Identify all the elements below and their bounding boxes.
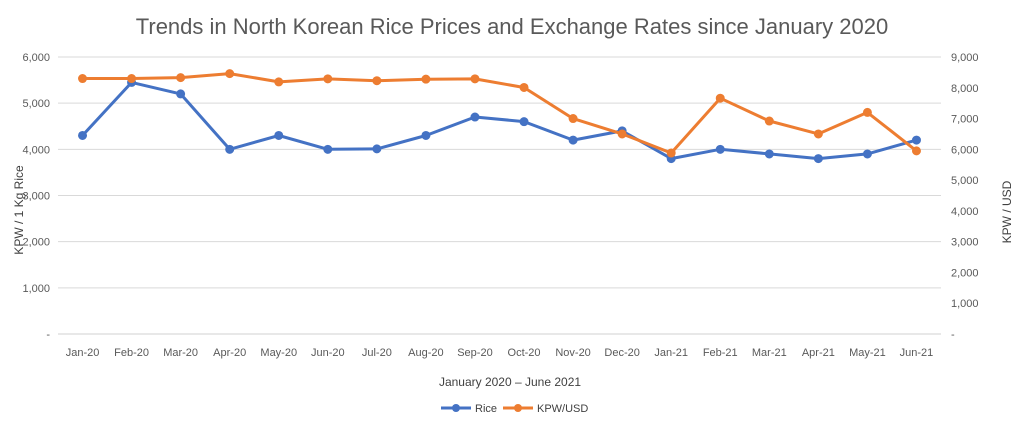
- data-point-kpw-usd: [813, 129, 823, 139]
- right-tick-label: 3,000: [951, 237, 979, 249]
- data-point-rice: [470, 112, 480, 122]
- left-tick-label: 2,000: [22, 237, 50, 249]
- data-point-rice: [911, 135, 921, 145]
- x-tick-label: Jun-20: [311, 347, 345, 359]
- x-tick-label: Oct-20: [508, 347, 541, 359]
- x-tick-label: Jul-20: [362, 347, 392, 359]
- data-point-rice: [862, 149, 872, 159]
- right-tick-label: 4,000: [951, 206, 979, 218]
- right-tick-label: 8,000: [951, 83, 979, 95]
- right-axis-title: KPW / USD: [1000, 180, 1014, 243]
- gridlines: [58, 56, 941, 335]
- legend-label-rice: Rice: [475, 403, 497, 415]
- left-axis-ticks: - 1,000 2,000 3,000 4,000 5,000 6,000: [22, 52, 50, 341]
- right-axis-ticks: - 1,000 2,000 3,000 4,000 5,000 6,000 7,000 8,00…: [951, 52, 979, 341]
- x-tick-label: Jan-21: [654, 347, 688, 359]
- left-axis-title: KPW / 1 Kg Rice: [12, 165, 26, 255]
- x-tick-label: Feb-20: [114, 347, 149, 359]
- data-point-kpw-usd: [176, 73, 186, 83]
- data-point-kpw-usd: [911, 146, 921, 156]
- x-tick-label: Nov-20: [555, 347, 590, 359]
- legend-marker-rice: [452, 404, 460, 412]
- series-rice: [78, 77, 921, 164]
- left-tick-label: 1,000: [22, 283, 50, 295]
- data-point-rice: [78, 130, 88, 140]
- data-point-kpw-usd: [519, 82, 529, 92]
- data-point-rice: [813, 154, 823, 164]
- series-layer: [78, 69, 921, 164]
- left-tick-label: -: [46, 329, 50, 341]
- data-point-kpw-usd: [78, 74, 88, 84]
- data-point-rice: [225, 144, 235, 154]
- x-axis-title: January 2020 – June 2021: [439, 375, 581, 389]
- x-tick-label: Feb-21: [703, 347, 738, 359]
- data-point-kpw-usd: [568, 114, 578, 124]
- series-kpw-usd: [78, 69, 921, 158]
- chart-title: Trends in North Korean Rice Prices and E…: [136, 14, 888, 39]
- left-tick-label: 6,000: [22, 52, 50, 64]
- right-tick-label: -: [951, 329, 955, 341]
- data-point-rice: [519, 117, 529, 127]
- right-tick-label: 5,000: [951, 175, 979, 187]
- x-axis-ticks: Jan-20 Feb-20 Mar-20 Apr-20 May-20 Jun-20 Jul-…: [66, 347, 934, 359]
- data-point-kpw-usd: [127, 74, 137, 84]
- right-tick-label: 1,000: [951, 298, 979, 310]
- data-point-rice: [764, 149, 774, 159]
- data-point-kpw-usd: [617, 129, 627, 139]
- data-point-rice: [176, 89, 186, 99]
- legend-marker-kpw-usd: [514, 404, 522, 412]
- data-point-kpw-usd: [323, 74, 333, 84]
- right-tick-label: 7,000: [951, 114, 979, 126]
- series-line-kpw-usd: [81, 72, 918, 155]
- data-point-kpw-usd: [470, 74, 480, 84]
- x-tick-label: Mar-20: [163, 347, 198, 359]
- data-point-kpw-usd: [274, 77, 284, 87]
- legend-item-kpw-usd: KPW/USD: [503, 403, 588, 415]
- legend-label-kpw-usd: KPW/USD: [537, 403, 588, 415]
- x-tick-label: Apr-21: [802, 347, 835, 359]
- data-point-kpw-usd: [421, 74, 431, 84]
- data-point-kpw-usd: [225, 69, 235, 79]
- right-tick-label: 2,000: [951, 267, 979, 279]
- legend: Rice KPW/USD: [441, 403, 588, 415]
- x-tick-label: Dec-20: [604, 347, 639, 359]
- data-point-kpw-usd: [372, 76, 382, 86]
- x-tick-label: May-20: [260, 347, 297, 359]
- data-point-rice: [274, 130, 284, 140]
- x-tick-label: Sep-20: [457, 347, 492, 359]
- x-tick-label: Jan-20: [66, 347, 100, 359]
- legend-item-rice: Rice: [441, 403, 497, 415]
- x-tick-label: Apr-20: [213, 347, 246, 359]
- data-point-rice: [568, 135, 578, 145]
- data-point-kpw-usd: [715, 93, 725, 103]
- x-tick-label: Mar-21: [752, 347, 787, 359]
- data-point-kpw-usd: [666, 148, 676, 158]
- right-tick-label: 9,000: [951, 52, 979, 64]
- data-point-rice: [372, 144, 382, 154]
- x-tick-label: Jun-21: [900, 347, 934, 359]
- right-tick-label: 6,000: [951, 144, 979, 156]
- series-line-rice: [81, 80, 918, 161]
- data-point-rice: [421, 130, 431, 140]
- left-tick-label: 5,000: [22, 98, 50, 110]
- left-tick-label: 3,000: [22, 191, 50, 203]
- left-tick-label: 4,000: [22, 144, 50, 156]
- data-point-kpw-usd: [764, 116, 774, 126]
- x-tick-label: May-21: [849, 347, 886, 359]
- data-point-rice: [323, 144, 333, 154]
- x-tick-label: Aug-20: [408, 347, 443, 359]
- data-point-kpw-usd: [862, 107, 872, 117]
- data-point-rice: [715, 144, 725, 154]
